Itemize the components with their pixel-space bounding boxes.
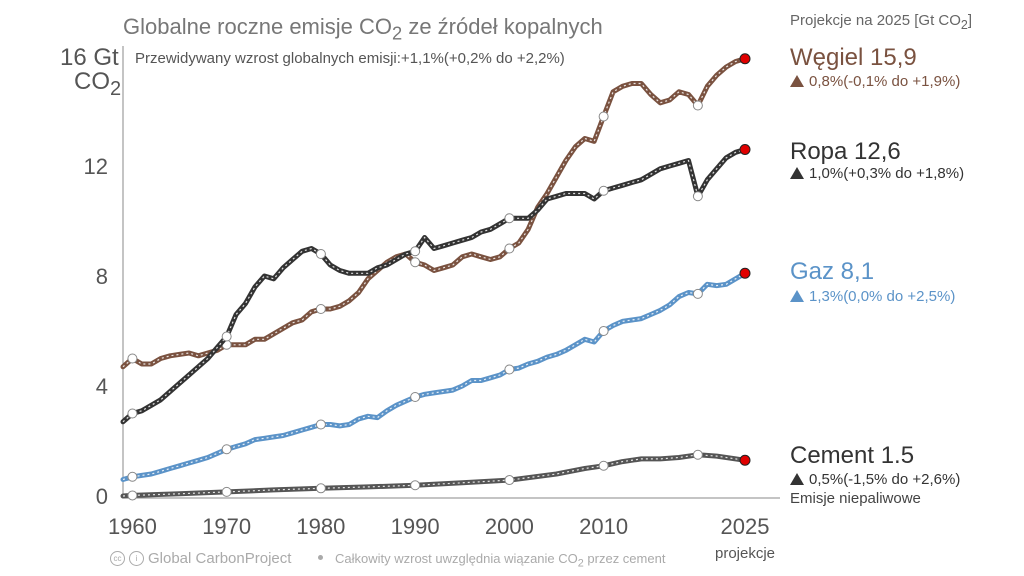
cement-decade-marker [315, 483, 326, 494]
x-tick-label: 1990 [391, 514, 440, 539]
y-tick-label: 8 [96, 264, 108, 289]
triangle-up-icon [790, 75, 804, 87]
gas-series-label: Gaz 8,1 [790, 258, 875, 285]
cement-decade-marker [410, 480, 421, 491]
coal-decade-marker [692, 100, 703, 111]
cement-note: Emisje niepaliwowe [790, 490, 921, 507]
coal-series-line [120, 56, 748, 370]
oil-decade-marker [315, 249, 326, 259]
gas-growth: 1,3%(0,0% do +2,5%) [790, 288, 955, 305]
cement-decade-marker [127, 490, 138, 501]
oil-growth: 1,0%(+0,3% do +1,8%) [790, 165, 964, 182]
chart-title: Globalne roczne emisje CO2 ze źródeł kop… [123, 14, 603, 44]
gas-decade-marker [127, 471, 138, 482]
coal-growth: 0,8%(-0,1% do +1,9%) [790, 73, 960, 90]
projection-header: Projekcje na 2025 [Gt CO2] [790, 12, 973, 32]
oil-decade-marker [127, 408, 138, 419]
cement-decade-marker [221, 486, 232, 497]
cement-series-line [120, 452, 748, 499]
coal-decade-marker [410, 257, 421, 268]
gas-decade-marker [692, 288, 703, 299]
cement-series-dots [122, 454, 746, 497]
triangle-up-icon [790, 290, 804, 302]
y-tick-label: 0 [96, 484, 108, 509]
coal-decade-marker [598, 111, 609, 122]
oil-decade-marker [598, 185, 609, 196]
bullet-icon [318, 555, 323, 560]
gas-decade-marker [410, 392, 421, 402]
gas-projection-point [739, 267, 751, 279]
coal-series-label: Węgiel 15,9 [790, 44, 917, 71]
triangle-up-icon [790, 473, 804, 485]
oil-series-dots [122, 148, 746, 423]
coal-decade-marker [127, 353, 138, 364]
y-unit-label-top: 16 Gt [60, 44, 119, 71]
cement-series-label: Cement 1.5 [790, 442, 915, 469]
oil-decade-marker [504, 213, 515, 224]
gas-decade-marker [221, 444, 232, 455]
gas-series-line [120, 270, 748, 482]
gas-series-dots [122, 272, 746, 481]
coal-projection-point [739, 53, 751, 65]
x-tick-label: 2010 [579, 514, 628, 539]
gas-decade-marker [504, 364, 515, 375]
gas-decade-marker [598, 326, 609, 336]
oil-decade-marker [221, 331, 232, 342]
cc-license-icon: cc [110, 551, 125, 566]
coal-decade-marker [504, 243, 515, 254]
cement-decade-marker [598, 460, 609, 471]
oil-decade-marker [692, 191, 703, 202]
y-tick-label: 12 [84, 154, 108, 179]
info-icon: i [129, 551, 144, 566]
footer-source: cc i Global CarbonProject [110, 550, 291, 567]
x-tick-label: 1980 [296, 514, 345, 539]
cement-decade-marker [504, 475, 515, 486]
y-unit-label-bottom: CO2 [74, 68, 122, 100]
oil-series-label: Ropa 12,6 [790, 138, 901, 165]
x-tick-label: 2025 [721, 514, 770, 539]
coal-series-dots [122, 58, 746, 368]
cement-decade-marker [692, 449, 703, 460]
triangle-up-icon [790, 167, 804, 179]
cement-projection-point [739, 454, 751, 466]
footer-note: Całkowity wzrost uwzględnia wiązanie CO2… [318, 551, 665, 570]
oil-series-line [120, 147, 748, 425]
gas-decade-marker [315, 419, 326, 430]
y-tick-label: 4 [96, 374, 108, 399]
chart-subtitle: Przewidywany wzrost globalnych emisji:+1… [135, 50, 565, 67]
coal-decade-marker [315, 304, 326, 314]
oil-projection-point [739, 144, 751, 155]
oil-decade-marker [410, 246, 421, 257]
x-tick-label: 1960 [108, 514, 157, 539]
x-tick-label: 1970 [202, 514, 251, 539]
x-tick-label: 2000 [485, 514, 534, 539]
projection-footer: projekcje [715, 545, 776, 562]
cement-growth: 0,5%(-1,5% do +2,6%) [790, 471, 960, 488]
